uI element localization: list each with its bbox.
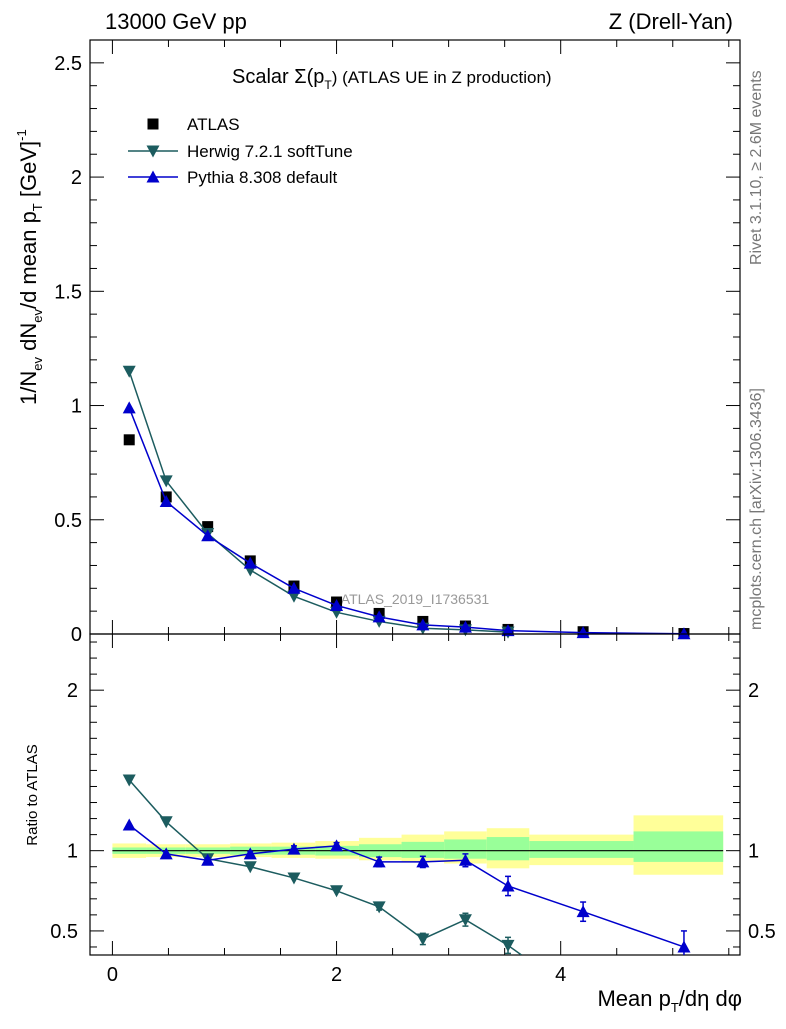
data-point [201,529,215,542]
legend-marker [147,118,159,130]
ratio-xtick-label: 4 [555,964,566,986]
data-point [122,401,136,414]
data-point [202,521,214,533]
ratio-series-line [128,824,685,948]
uncertainty-band-inner [401,841,445,858]
ratio-point [159,816,173,829]
plot-title-tail: ) (ATLAS UE in Z production) [332,68,552,87]
ratio-point [330,839,344,852]
ratio-point [372,901,386,914]
ratio-point [330,885,344,898]
plot-title-main: Scalar Σ(p [232,66,324,88]
data-point [159,494,173,507]
data-point [159,475,173,488]
ratio-point [576,905,590,918]
data-point [123,434,135,446]
main-ytick-label: 0.5 [54,510,82,532]
legend-label: ATLAS [187,115,240,134]
data-point [330,598,344,611]
ratio-ytick-label-right: 2 [748,680,759,702]
ratio-ytick-label-right: 0.5 [748,921,776,943]
data-point [501,624,515,637]
legend-marker [146,145,160,158]
data-point [372,610,386,623]
main-ytick-label: 0 [71,624,82,646]
ratio-ytick-label: 2 [67,680,78,702]
header-left: 13000 GeV pp [105,9,247,34]
ratio-ytick-label: 0.5 [50,921,78,943]
data-point [122,365,136,378]
ratio-xtick-label: 2 [331,964,342,986]
main-panel: 0 0.5 1 1.5 2 2.5 [54,39,741,646]
main-ytick-label: 2.5 [54,53,82,75]
plot-title-sub: T [324,78,332,92]
uncertainty-band-inner [633,831,724,862]
ratio-point [501,939,515,952]
mcplots-label: mcplots.cern.ch [arXiv:1306.3436] [748,388,765,630]
legend-marker [146,170,160,183]
ratio-point [159,847,173,860]
legend-label: Pythia 8.308 default [187,168,338,187]
data-point [243,556,257,569]
main-series [122,365,691,640]
main-ytick-label: 1.5 [54,281,82,303]
legend-label: Herwig 7.2.1 softTune [187,142,353,161]
ratio-point [122,818,136,831]
ratio-point [458,914,472,927]
ratio-point [416,855,430,868]
ratio-point [243,847,257,860]
ratio-point [243,861,257,874]
ratio-ytick-label: 1 [67,841,78,863]
uncertainty-band-inner [444,839,487,859]
watermark: ATLAS_2019_I1736531 [341,591,490,607]
main-ylabel: 1/Nev dNev/d mean pT [GeV]-1 [14,129,45,405]
ratio-point [372,855,386,868]
ratio-ylabel: Ratio to ATLAS [24,744,41,845]
ratio-point [458,853,472,866]
ratio-point [287,872,301,885]
xlabel: Mean pT/dη dφ [597,986,742,1015]
ratio-series [122,774,691,955]
data-point [576,626,590,639]
ratio-xtick-label: 0 [107,964,118,986]
data-point [677,627,691,640]
ratio-point [501,879,515,892]
data-point [287,581,301,594]
ratio-point [201,853,215,866]
uncertainty-band-inner [529,841,634,858]
data-point [416,618,430,631]
ratio-point [677,940,691,953]
main-ytick-label: 1 [71,396,82,418]
ratio-point [416,933,430,946]
ratio-panel: 0.5 0.5 1 1 2 2 0 2 4 [50,633,776,986]
ratio-frame [89,633,741,956]
ratio-point [122,774,136,787]
main-ytick-label: 2 [71,167,82,189]
header-right: Z (Drell-Yan) [609,9,733,34]
plot-title: Scalar Σ(pT) (ATLAS UE in Z production) [232,66,552,92]
rivet-label: Rivet 3.1.10, ≥ 2.6M events [748,70,765,265]
series-line [128,371,509,633]
uncertainty-band-inner [486,837,530,861]
legend: ATLAS Herwig 7.2.1 softTune Pythia 8.308 d… [128,115,353,187]
data-point [458,620,472,633]
ratio-ytick-label-right: 1 [748,841,759,863]
series-line [128,407,684,635]
ratio-point [287,842,301,855]
ratio-series-line [128,779,522,955]
